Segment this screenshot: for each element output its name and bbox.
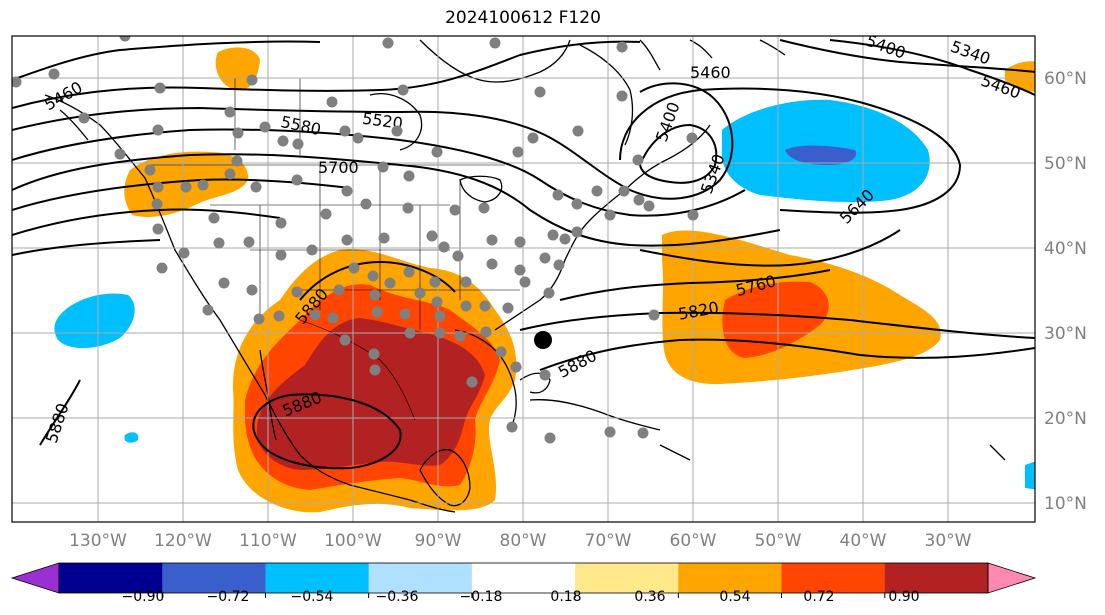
- colorbar-swatch: [162, 563, 266, 593]
- lat-tick-label: 10°N: [1044, 494, 1087, 514]
- colorbar-tick-label: −0.54: [291, 589, 334, 605]
- colorbar-tick-label: −0.36: [376, 589, 419, 605]
- station-markers: [12, 36, 699, 444]
- coastlines: [44, 39, 1006, 513]
- lat-tick-label: 20°N: [1044, 409, 1087, 429]
- colorbar-swatch: [265, 563, 370, 593]
- colorbar-tick-label: 0.90: [888, 589, 919, 605]
- lon-tick-label: 30°W: [925, 531, 972, 551]
- colorbar: [10, 562, 1037, 598]
- colorbar-frame: [58, 562, 989, 594]
- colorbar-swatch: [678, 563, 783, 593]
- lon-tick-label: 70°W: [585, 531, 632, 551]
- darkred-region-south: [256, 318, 485, 470]
- lon-tick-label: 40°W: [840, 531, 887, 551]
- lon-tick-label: 50°W: [755, 531, 802, 551]
- colorbar-ticks: −0.90 −0.72 −0.54 −0.36 −0.18 0.18 0.36 …: [122, 589, 920, 605]
- darkblue-region-atlantic: [785, 145, 857, 165]
- colorbar-swatch: [59, 563, 163, 593]
- contour-label: 5700: [318, 158, 359, 177]
- blue-region-edge: [1025, 461, 1035, 490]
- height-contours: [12, 39, 1035, 470]
- colorbar-extend-low: [10, 562, 60, 594]
- colorbar-tick-label: 0.18: [550, 589, 581, 605]
- colorbar-extend-high: [987, 562, 1037, 594]
- storm-center-marker: [534, 331, 552, 349]
- longitude-axis: 130°W 120°W 110°W 100°W 90°W 80°W 70°W 6…: [69, 531, 972, 551]
- colorbar-tick-label: −0.18: [460, 589, 503, 605]
- blue-region-small: [124, 432, 139, 443]
- latitude-axis: 60°N 50°N 40°N 30°N 20°N 10°N: [1044, 69, 1087, 514]
- lon-tick-label: 110°W: [239, 531, 297, 551]
- lat-tick-label: 50°N: [1044, 154, 1087, 174]
- lon-tick-label: 80°W: [500, 531, 547, 551]
- red-region-atlantic: [722, 281, 829, 358]
- colorbar-tick-label: 0.54: [719, 589, 750, 605]
- colorbar-swatch: [884, 563, 989, 593]
- map-frame: [11, 35, 1036, 523]
- lon-tick-label: 120°W: [154, 531, 212, 551]
- colorbar-swatch: [368, 563, 473, 593]
- colorbar-tick-label: −0.72: [207, 589, 250, 605]
- lon-tick-label: 60°W: [670, 531, 717, 551]
- colorbar-tick-label: 0.72: [803, 589, 834, 605]
- map-title: 2024100612 F120: [445, 8, 601, 28]
- lat-tick-label: 40°N: [1044, 239, 1087, 259]
- lon-tick-label: 100°W: [324, 531, 382, 551]
- lat-tick-label: 30°N: [1044, 324, 1087, 344]
- lat-tick-label: 60°N: [1044, 69, 1087, 89]
- lon-tick-label: 90°W: [415, 531, 462, 551]
- colorbar-swatch: [781, 563, 886, 593]
- colorbar-swatch: [471, 563, 576, 593]
- colorbar-tick-label: 0.36: [634, 589, 665, 605]
- map-panel: 5460 5400 5340 5460 5580 5520 5460 5700 …: [12, 36, 1035, 522]
- colorbar-tick-label: −0.90: [122, 589, 165, 605]
- blue-region-pacific: [54, 293, 135, 349]
- colorbar-swatch: [575, 563, 679, 593]
- lon-tick-label: 130°W: [69, 531, 127, 551]
- contour-label: 5460: [690, 63, 731, 82]
